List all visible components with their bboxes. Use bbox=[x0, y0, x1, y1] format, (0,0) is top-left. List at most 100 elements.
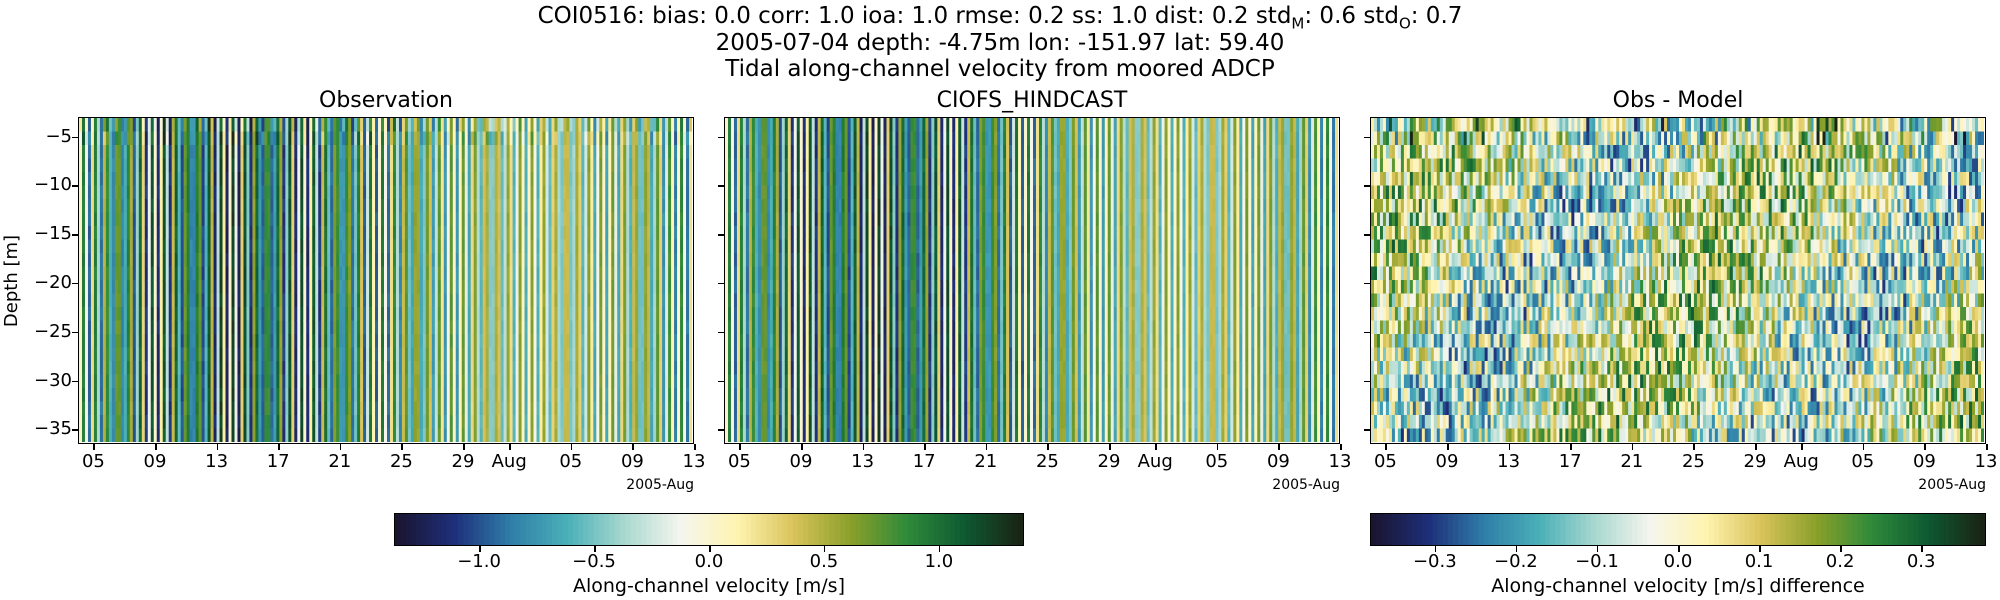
x-tick-mark bbox=[1570, 444, 1572, 450]
x-tick-label: 17 bbox=[1558, 451, 1582, 472]
colorbar-tick-mark bbox=[594, 546, 596, 552]
colorbar-difference bbox=[1370, 513, 1986, 546]
y-tick-mark bbox=[72, 282, 78, 285]
y-tick-mark bbox=[1364, 234, 1370, 236]
y-tick-label: −25 bbox=[34, 320, 72, 342]
x-tick-mark bbox=[1155, 444, 1157, 450]
x-tick-label: Aug bbox=[1783, 451, 1819, 472]
x-tick-label: 05 bbox=[1373, 451, 1397, 472]
colorbar-tick-mark bbox=[1434, 546, 1437, 552]
x-tick-mark bbox=[985, 444, 988, 450]
x-tick-label: 25 bbox=[1035, 451, 1059, 472]
x-offset-label: 2005-Aug bbox=[626, 477, 694, 493]
y-tick-mark bbox=[1364, 185, 1370, 187]
colorbar-tick-label: −0.2 bbox=[1494, 551, 1538, 572]
x-tick-label: 13 bbox=[1328, 451, 1352, 472]
colorbar-tick-label: 0.3 bbox=[1906, 551, 1936, 572]
x-tick-mark bbox=[1924, 444, 1926, 450]
x-tick-label: 09 bbox=[143, 451, 167, 472]
title-sub-m: M bbox=[1291, 14, 1305, 33]
x-offset-label: 2005-Aug bbox=[1272, 477, 1340, 493]
y-tick-mark bbox=[1364, 331, 1370, 334]
x-tick-mark bbox=[1340, 444, 1342, 450]
x-tick-label: 21 bbox=[328, 451, 352, 472]
x-tick-label: 09 bbox=[620, 451, 644, 472]
x-tick-label: Aug bbox=[491, 451, 527, 472]
x-tick-label: 21 bbox=[974, 451, 998, 472]
heatmap-observation bbox=[78, 117, 694, 444]
title-stats-mid: : 0.6 std bbox=[1304, 3, 1399, 29]
colorbar-gradient bbox=[395, 514, 1024, 545]
y-tick-mark bbox=[1364, 136, 1370, 139]
y-tick-mark bbox=[72, 136, 78, 139]
colorbar-tick-label: −0.5 bbox=[572, 551, 616, 572]
x-tick-mark bbox=[632, 444, 634, 450]
panel-title-difference: Obs - Model bbox=[1612, 88, 1744, 113]
x-tick-mark bbox=[1693, 444, 1695, 450]
x-tick-label: 21 bbox=[1620, 451, 1644, 472]
y-tick-label: −15 bbox=[34, 223, 72, 245]
x-tick-mark bbox=[1755, 444, 1757, 450]
colorbar-difference-label: Along-channel velocity [m/s] difference bbox=[1491, 575, 1865, 597]
colorbar-tick-label: 0.0 bbox=[694, 551, 724, 572]
x-tick-label: 13 bbox=[1497, 451, 1521, 472]
title-sub-o: O bbox=[1398, 14, 1411, 33]
colorbar-tick-mark bbox=[1759, 546, 1761, 552]
x-tick-mark bbox=[924, 444, 926, 450]
x-tick-label: 09 bbox=[1912, 451, 1936, 472]
x-tick-mark bbox=[739, 444, 741, 450]
heatmap-cells bbox=[79, 118, 692, 442]
colorbar-tick-mark bbox=[938, 546, 941, 552]
colorbar-tick-mark bbox=[823, 546, 826, 552]
y-tick-mark bbox=[718, 282, 724, 285]
x-tick-mark bbox=[339, 444, 342, 450]
y-tick-mark bbox=[72, 429, 78, 431]
x-tick-mark bbox=[401, 444, 403, 450]
x-tick-mark bbox=[801, 444, 803, 450]
y-tick-mark bbox=[72, 185, 78, 187]
y-tick-mark bbox=[1364, 380, 1370, 383]
colorbar-tick-mark bbox=[479, 546, 481, 552]
x-tick-label: 05 bbox=[559, 451, 583, 472]
colorbar-tick-label: −0.1 bbox=[1575, 551, 1619, 572]
x-tick-mark bbox=[216, 444, 219, 450]
y-tick-mark bbox=[718, 380, 724, 383]
x-tick-label: 09 bbox=[789, 451, 813, 472]
y-tick-mark bbox=[1364, 429, 1370, 431]
x-tick-label: 29 bbox=[1097, 451, 1121, 472]
y-tick-label: −20 bbox=[34, 271, 72, 293]
y-tick-label: −35 bbox=[34, 418, 72, 440]
title-stats: COI0516: bias: 0.0 corr: 1.0 ioa: 1.0 rm… bbox=[537, 3, 1292, 29]
x-offset-label: 2005-Aug bbox=[1918, 477, 1986, 493]
colorbar-tick-label: 0.0 bbox=[1663, 551, 1693, 572]
colorbar-tick-mark bbox=[1921, 546, 1923, 552]
figure-title-line2: 2005-07-04 depth: -4.75m lon: -151.97 la… bbox=[715, 30, 1285, 56]
colorbar-tick-mark bbox=[1596, 546, 1599, 552]
x-tick-label: 29 bbox=[1743, 451, 1767, 472]
x-tick-mark bbox=[93, 444, 95, 450]
x-tick-mark bbox=[278, 444, 280, 450]
y-tick-mark bbox=[72, 234, 78, 236]
colorbar-tick-label: −0.3 bbox=[1412, 551, 1457, 572]
heatmap-cells bbox=[1371, 118, 1984, 442]
heatmap-model bbox=[724, 117, 1340, 444]
colorbar-velocity-label: Along-channel velocity [m/s] bbox=[572, 575, 845, 597]
x-tick-label: 25 bbox=[389, 451, 413, 472]
panel-title-observation: Observation bbox=[319, 88, 453, 113]
x-tick-label: 05 bbox=[81, 451, 105, 472]
y-tick-mark bbox=[718, 331, 724, 334]
y-tick-label: −5 bbox=[45, 125, 72, 147]
x-tick-mark bbox=[1278, 444, 1280, 450]
colorbar-gradient bbox=[1371, 514, 1986, 545]
x-tick-mark bbox=[1047, 444, 1049, 450]
y-tick-mark bbox=[718, 136, 724, 139]
colorbar-tick-mark bbox=[1840, 546, 1842, 552]
x-tick-mark bbox=[862, 444, 865, 450]
x-tick-label: 05 bbox=[1205, 451, 1229, 472]
colorbar-tick-label: 0.2 bbox=[1825, 551, 1855, 572]
x-tick-label: 09 bbox=[1435, 451, 1459, 472]
x-tick-label: 17 bbox=[912, 451, 936, 472]
heatmap-cells bbox=[725, 118, 1338, 442]
y-tick-mark bbox=[718, 185, 724, 187]
y-tick-mark bbox=[718, 429, 724, 431]
